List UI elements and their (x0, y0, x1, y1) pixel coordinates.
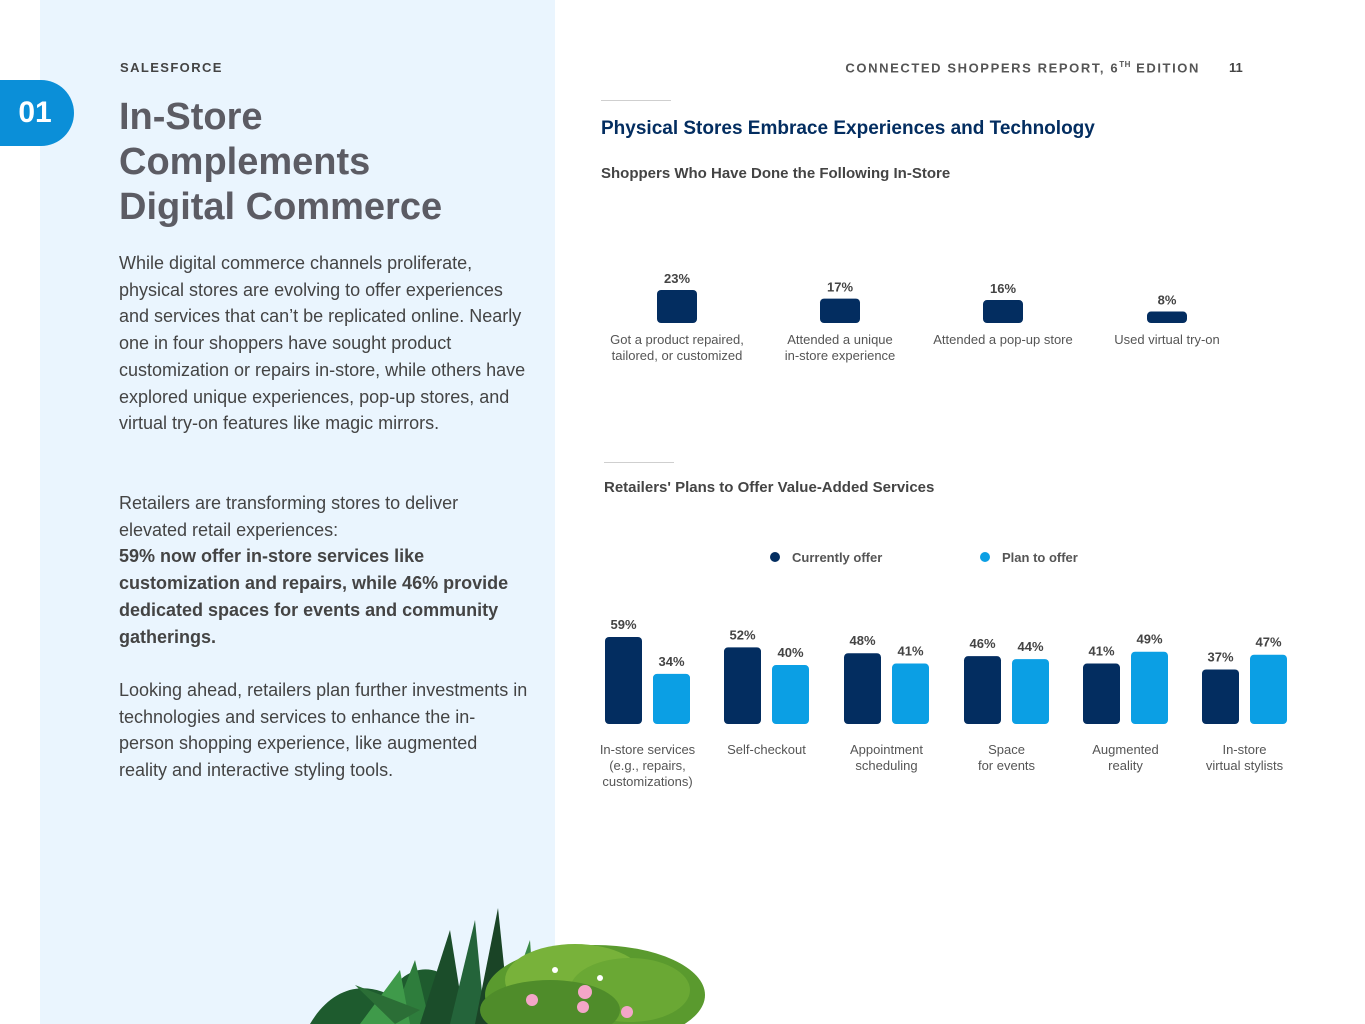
bar (724, 647, 761, 724)
shoppers-in-store-chart: 23% Got a product repaired,tailored, or c… (610, 271, 1220, 363)
legend-swatch (980, 552, 990, 562)
bar (844, 653, 881, 724)
data-label: 59% (610, 617, 636, 632)
data-label: 37% (1207, 649, 1233, 664)
data-label: 44% (1017, 639, 1043, 654)
data-label: 41% (897, 644, 923, 659)
charts-title: Physical Stores Embrace Experiences and … (601, 118, 1095, 139)
category-label: Got a product repaired, (610, 332, 744, 347)
report-title-end: EDITION (1130, 60, 1200, 76)
data-label: 17% (827, 280, 853, 295)
divider-rule (604, 462, 674, 463)
brand-label: SALESFORCE (120, 60, 223, 75)
paragraph-highlight: 59% now offer in-store services like cus… (119, 546, 509, 647)
category-label: In-store (1222, 742, 1266, 757)
bar (772, 665, 809, 724)
category-label: in-store experience (785, 348, 896, 363)
category-label: Self-checkout (727, 742, 806, 757)
category-label: tailored, or customized (612, 348, 743, 363)
chart1-subtitle: Shoppers Who Have Done the Following In-… (601, 165, 951, 182)
heading-line: Complements (119, 141, 371, 183)
data-label: 16% (990, 281, 1016, 296)
bar (1250, 654, 1287, 724)
data-label: 48% (849, 633, 875, 648)
data-label: 34% (658, 654, 684, 669)
bar (983, 300, 1023, 323)
bar (1012, 659, 1049, 724)
category-label: Used virtual try-on (1114, 332, 1219, 347)
data-label: 49% (1136, 632, 1162, 647)
page-number: 11 (1229, 60, 1243, 75)
left-panel (40, 0, 555, 1024)
chart2-subtitle: Retailers' Plans to Offer Value-Added Se… (604, 479, 935, 496)
category-label: In-store services (600, 742, 696, 757)
data-label: 47% (1255, 635, 1281, 650)
bar (820, 298, 860, 323)
category-label: (e.g., repairs, (609, 758, 686, 773)
foliage-illustration (310, 908, 705, 1024)
bar (605, 637, 642, 724)
report-title-superscript: TH (1119, 60, 1131, 69)
category-label: Attended a unique (787, 332, 893, 347)
section-heading: In-Store Complements Digital Commerce (119, 95, 539, 230)
category-label: scheduling (855, 758, 917, 773)
data-label: 8% (1158, 293, 1177, 308)
category-label: Attended a pop-up store (933, 332, 1073, 347)
heading-line: In-Store (119, 96, 263, 138)
category-label: customizations) (602, 774, 692, 789)
category-label: virtual stylists (1206, 758, 1284, 773)
bar (964, 656, 1001, 724)
category-label: Space (988, 742, 1025, 757)
body-paragraph-1: While digital commerce channels prolifer… (119, 253, 526, 434)
body-paragraph-2: Retailers are transforming stores to del… (119, 490, 529, 650)
heading-line: Digital Commerce (119, 186, 443, 228)
report-title: CONNECTED SHOPPERS REPORT, 6TH EDITION (845, 60, 1200, 75)
paragraph-intro: Retailers are transforming stores to del… (119, 493, 459, 540)
category-label: Augmented (1092, 742, 1159, 757)
category-label: Appointment (850, 742, 923, 757)
report-title-main: CONNECTED SHOPPERS REPORT, 6 (845, 60, 1120, 76)
legend-swatch (770, 552, 780, 562)
retailer-services-chart: Currently offer Plan to offer 59% 34% In-sto… (600, 550, 1287, 789)
divider-rule (601, 100, 671, 101)
section-number: 01 (18, 96, 52, 129)
legend-label: Currently offer (792, 550, 882, 565)
category-label: reality (1108, 758, 1143, 773)
data-label: 23% (664, 271, 690, 286)
bar (1131, 651, 1168, 724)
bar (892, 663, 929, 724)
category-label: for events (978, 758, 1036, 773)
data-label: 52% (729, 627, 755, 642)
body-paragraph-3: Looking ahead, retailers plan further in… (119, 680, 528, 781)
section-number-badge: 01 (0, 80, 74, 146)
data-label: 41% (1088, 644, 1114, 659)
bar (1202, 669, 1239, 724)
bar (653, 673, 690, 724)
bar (1147, 311, 1187, 323)
data-label: 40% (777, 645, 803, 660)
bar (657, 290, 697, 323)
bar (1083, 663, 1120, 724)
legend-label: Plan to offer (1002, 550, 1078, 565)
data-label: 46% (969, 636, 995, 651)
